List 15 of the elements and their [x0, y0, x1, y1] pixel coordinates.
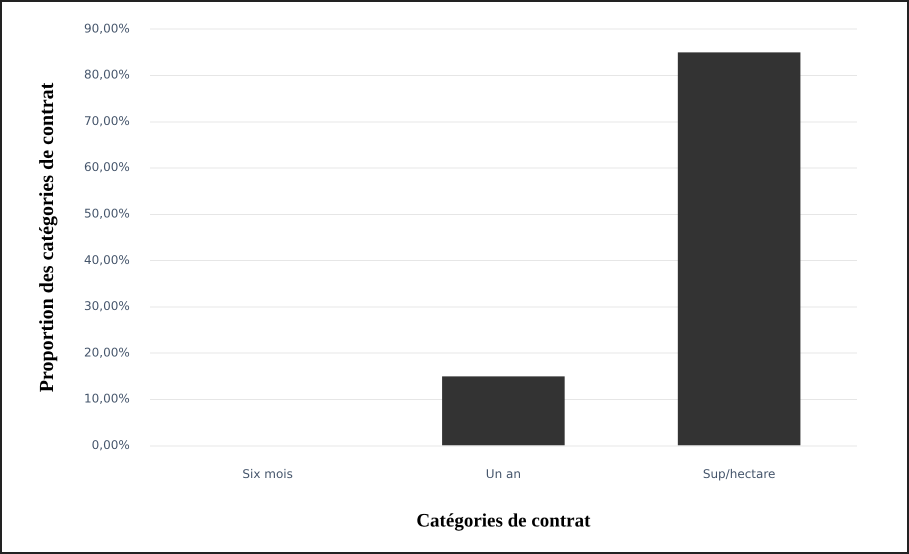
- y-axis-title: Proportion des catégories de contrat: [36, 82, 58, 392]
- y-tick-label: 80,00%: [84, 68, 130, 82]
- y-tick-label: 30,00%: [84, 299, 130, 314]
- y-tick-label: 40,00%: [84, 252, 130, 267]
- x-axis-title: Catégories de contrat: [416, 510, 592, 532]
- x-tick-label: Un an: [486, 467, 521, 482]
- y-tick-label: 10,00%: [84, 392, 130, 406]
- y-tick-label: 20,00%: [84, 345, 130, 360]
- y-tick-label: 70,00%: [84, 114, 130, 128]
- x-tick-label: Six mois: [242, 467, 293, 482]
- y-tick-label: 50,00%: [84, 206, 130, 220]
- y-tick-label: 0,00%: [92, 438, 130, 452]
- y-tick-label: 60,00%: [84, 160, 130, 174]
- y-tick-label: 90,00%: [84, 21, 130, 36]
- x-tick-label: Sup/hectare: [702, 467, 776, 482]
